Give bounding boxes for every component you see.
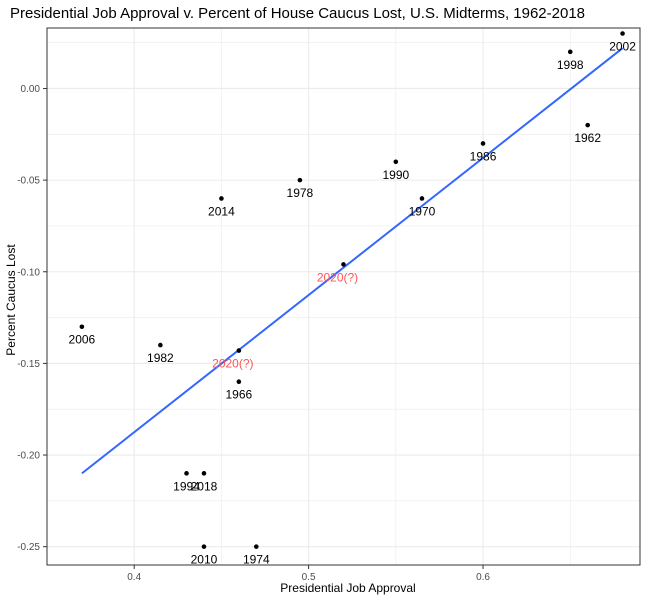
point-label: 1970 xyxy=(409,204,436,218)
point-label: 1966 xyxy=(226,388,253,402)
data-point xyxy=(201,544,207,549)
data-point xyxy=(567,49,573,55)
x-tick-label: 0.6 xyxy=(476,572,490,583)
y-tick-label: -0.05 xyxy=(17,176,40,187)
point-label: 2002 xyxy=(609,39,636,53)
chart-title: Presidential Job Approval v. Percent of … xyxy=(10,5,585,22)
axes: 0.4 0.5 0.6 0.00 -0.05 -0.10 -0.15 -0.20 -0.25 xyxy=(17,84,490,583)
data-point xyxy=(184,471,189,476)
y-tick-label: -0.10 xyxy=(17,267,40,278)
point-label: 2006 xyxy=(69,333,96,347)
point-labels-layer: 2002 1998 1962 1986 1990 1970 1978 2014 2006 1982… xyxy=(69,39,637,566)
point-label: 2014 xyxy=(208,204,235,218)
y-tick-label: -0.20 xyxy=(17,451,40,462)
data-point xyxy=(79,324,85,330)
x-axis-label: Presidential Job Approval xyxy=(280,581,415,595)
y-tick-label: -0.25 xyxy=(17,542,40,553)
point-label: 1974 xyxy=(243,553,270,567)
grid xyxy=(46,28,640,565)
x-tick-label: 0.4 xyxy=(127,572,141,583)
data-point xyxy=(585,122,590,128)
projected-point xyxy=(236,348,242,353)
y-tick-label: -0.15 xyxy=(17,359,40,370)
x-tick-label: 0.5 xyxy=(302,572,316,583)
data-point xyxy=(297,177,303,183)
projected-point-label: 2020(?) xyxy=(212,357,253,371)
point-label: 2018 xyxy=(191,479,218,493)
data-point xyxy=(419,196,425,201)
projected-point xyxy=(341,262,346,267)
point-label: 1978 xyxy=(287,186,314,200)
point-label: 1962 xyxy=(574,131,601,145)
data-point xyxy=(393,159,399,165)
data-point xyxy=(219,196,224,201)
fit-line xyxy=(81,47,624,475)
point-label: 1998 xyxy=(557,58,584,72)
data-point xyxy=(158,342,163,348)
fit-line-layer xyxy=(81,47,624,475)
y-tick-label: 0.00 xyxy=(21,84,41,95)
point-label: 2010 xyxy=(191,553,218,567)
points-layer xyxy=(79,31,625,549)
point-label: 1994 xyxy=(173,479,200,493)
y-axis-label: Percent Caucus Lost xyxy=(4,244,18,356)
point-label: 1982 xyxy=(147,351,174,365)
data-point xyxy=(480,141,486,146)
point-label: 1990 xyxy=(382,168,409,182)
data-point xyxy=(253,544,259,549)
projected-point-label: 2020(?) xyxy=(317,270,358,284)
point-label: 1986 xyxy=(470,149,497,163)
panel-border xyxy=(46,27,641,566)
data-point xyxy=(201,471,207,476)
data-point xyxy=(236,379,242,385)
data-point xyxy=(620,31,625,36)
